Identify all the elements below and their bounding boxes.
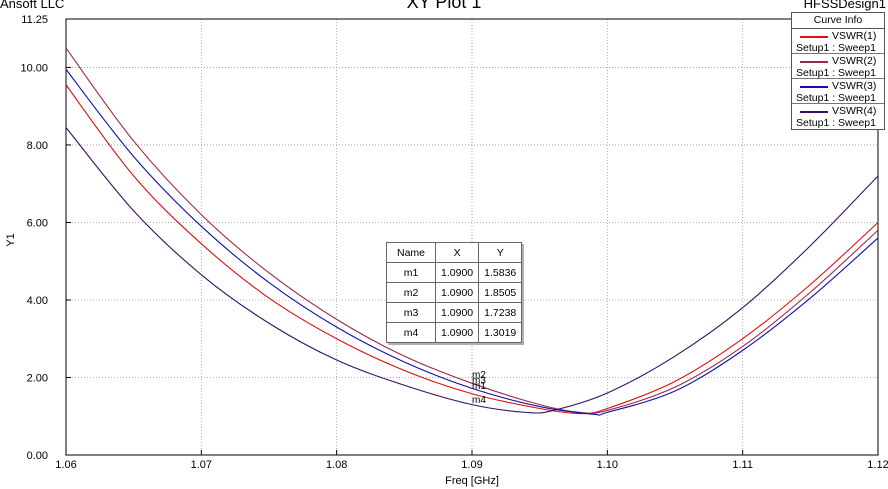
legend-series-setup: Setup1 : Sweep1 xyxy=(796,92,876,104)
marker-y-cell: 1.8505 xyxy=(478,282,523,303)
marker-label: m4 xyxy=(472,395,486,406)
x-tick-label: 1.10 xyxy=(597,459,618,471)
legend-series-setup: Setup1 : Sweep1 xyxy=(796,42,876,54)
series-line xyxy=(65,47,879,414)
marker-label: m2 xyxy=(472,370,486,381)
legend-series-setup: Setup1 : Sweep1 xyxy=(796,117,876,129)
marker-name-cell: m4 xyxy=(385,322,437,343)
design-name: HFSSDesign1 xyxy=(803,0,886,11)
axis-ticks: 1.06 1.07 1.08 1.09 1.10 1.11 1.12 0.00 2.00 4.00… xyxy=(20,14,888,471)
legend-series-name: VSWR(4) xyxy=(832,105,877,117)
legend-swatch xyxy=(800,111,828,113)
series-line xyxy=(65,84,879,415)
legend-series-setup: Setup1 : Sweep1 xyxy=(796,67,876,79)
legend-swatch xyxy=(800,61,828,63)
x-tick-label: 1.09 xyxy=(461,459,482,471)
marker-name-cell: m2 xyxy=(385,282,437,303)
marker-y-cell: 1.5836 xyxy=(478,262,523,283)
legend-title: Curve Info xyxy=(792,13,884,29)
x-tick-label: 1.08 xyxy=(326,459,347,471)
series-line xyxy=(65,127,879,414)
marker-name-cell: m1 xyxy=(385,262,437,283)
legend-entry[interactable]: VSWR(2) Setup1 : Sweep1 xyxy=(792,54,884,79)
x-tick-label: 1.11 xyxy=(732,459,753,471)
legend-entry[interactable]: VSWR(3) Setup1 : Sweep1 xyxy=(792,79,884,104)
y-tick-label: 10.00 xyxy=(20,62,48,74)
y-tick-label: 2.00 xyxy=(27,372,48,384)
legend-entry[interactable]: VSWR(4) Setup1 : Sweep1 xyxy=(792,104,884,129)
marker-label: m1 xyxy=(472,381,486,392)
marker-x-cell: 1.0900 xyxy=(435,322,480,343)
x-tick-label: 1.12 xyxy=(867,459,888,471)
series-layer xyxy=(65,47,879,416)
legend-swatch xyxy=(800,36,828,38)
company-label: Ansoft LLC xyxy=(0,0,65,11)
marker-x-cell: 1.0900 xyxy=(435,302,480,323)
marker-x-cell: 1.0900 xyxy=(435,262,480,283)
marker-header-x: X xyxy=(435,242,480,263)
y-axis-label: Y1 xyxy=(5,233,17,246)
marker-table[interactable]: Name X Y m1 1.0900 1.5836 m2 1.0900 1.85… xyxy=(385,242,523,343)
legend-swatch xyxy=(800,86,828,88)
marker-name-cell: m3 xyxy=(385,302,437,323)
legend-series-name: VSWR(2) xyxy=(832,55,877,67)
marker-y-cell: 1.3019 xyxy=(478,322,523,343)
legend-entry[interactable]: VSWR(1) Setup1 : Sweep1 xyxy=(792,29,884,54)
series-line xyxy=(65,69,879,416)
marker-table-row: m2 1.0900 1.8505 xyxy=(385,282,523,303)
marker-table-row: m3 1.0900 1.7238 xyxy=(385,302,523,323)
legend-series-name: VSWR(1) xyxy=(832,30,877,42)
y-tick-label: 6.00 xyxy=(27,217,48,229)
marker-header-name: Name xyxy=(385,242,437,263)
curve-info-legend[interactable]: Curve Info VSWR(1) Setup1 : Sweep1 VSWR(… xyxy=(791,12,885,130)
y-tick-label: 11.25 xyxy=(21,14,48,26)
marker-x-cell: 1.0900 xyxy=(435,282,480,303)
y-tick-label: 0.00 xyxy=(27,450,48,462)
marker-table-header: Name X Y xyxy=(385,242,523,263)
marker-table-row: m4 1.0900 1.3019 xyxy=(385,322,523,343)
marker-table-row: m1 1.0900 1.5836 xyxy=(385,262,523,283)
y-tick-label: 4.00 xyxy=(27,295,48,307)
legend-series-name: VSWR(3) xyxy=(832,80,877,92)
marker-label: m3 xyxy=(472,376,486,387)
x-tick-label: 1.06 xyxy=(55,459,76,471)
x-tick-label: 1.07 xyxy=(191,459,212,471)
x-axis-label: Freq [GHz] xyxy=(445,475,499,487)
marker-header-y: Y xyxy=(478,242,523,263)
plot-title: XY Plot 1 xyxy=(406,0,482,12)
y-tick-label: 8.00 xyxy=(27,140,48,152)
marker-y-cell: 1.7238 xyxy=(478,302,523,323)
